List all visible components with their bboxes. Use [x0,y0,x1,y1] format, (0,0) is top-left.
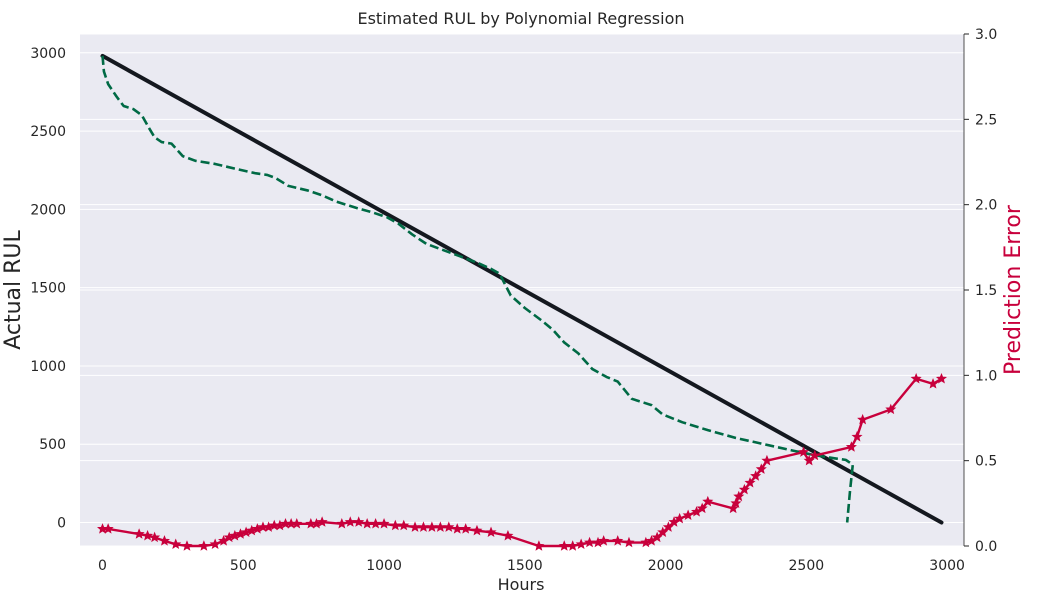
error-point-8 [198,540,210,551]
error-point-65 [727,502,739,514]
y-left-tick-label-5: 2500 [30,124,66,140]
error-point-27 [336,518,348,529]
error-point-61 [682,509,694,520]
error-point-72 [761,454,773,466]
error-point-79 [885,403,897,415]
error-point-71 [755,463,767,474]
error-point-76 [845,441,857,452]
y-left-tick-label-3: 1500 [30,281,66,297]
y-left-axis-ticks: 0 500 1000 1500 2000 2500 3000 [30,46,66,532]
error-point-52 [612,535,624,546]
y-left-tick-label-4: 2000 [30,202,66,218]
y-right-tick-label-4: 2.0 [975,198,997,214]
error-point-82 [935,372,947,384]
error-point-75 [809,449,821,461]
y-right-axis-label: Prediction Error [1001,204,1026,375]
y-left-tick-label-1: 500 [39,437,66,453]
error-point-80 [910,372,922,384]
y-left-tick-label-2: 1000 [30,359,66,375]
error-point-9 [209,538,221,549]
x-axis-ticks: 0 500 1000 1500 2000 2500 3000 [98,558,965,574]
error-point-51 [598,535,610,546]
error-point-60 [674,512,686,524]
error-point-67 [733,490,745,502]
error-point-44 [502,529,514,541]
y-right-tick-label-5: 2.5 [975,112,997,128]
y-left-tick-label-6: 3000 [30,46,66,62]
error-point-34 [398,519,410,531]
prediction-error-markers [97,372,947,551]
error-point-48 [575,538,587,549]
x-tick-label-1: 500 [230,558,257,574]
error-point-2 [133,528,145,539]
y-left-tick-label-0: 0 [57,516,66,532]
error-point-23 [291,518,303,529]
error-point-3 [142,529,154,541]
y-right-tick-label-3: 1.5 [975,283,997,299]
error-point-78 [857,413,869,425]
x-tick-label-4: 2000 [648,558,684,574]
y-right-tick-label-2: 1.0 [975,368,997,384]
error-point-4 [149,531,161,543]
y-right-axis-ticks: 0.0 0.5 1.0 1.5 2.0 2.5 3.0 [964,27,997,555]
error-point-39 [443,521,455,532]
error-point-43 [485,526,497,538]
error-point-47 [567,540,579,551]
x-tick-label-0: 0 [98,558,107,574]
error-point-66 [730,497,742,509]
error-point-29 [353,516,365,527]
error-point-42 [471,524,483,536]
error-point-63 [696,502,708,514]
chart-title: Estimated RUL by Polynomial Regression [357,9,684,28]
x-tick-label-3: 1500 [507,558,543,574]
error-point-68 [738,483,750,495]
error-point-6 [170,538,182,549]
error-point-26 [316,516,328,527]
x-tick-label-5: 2500 [789,558,825,574]
error-point-7 [181,540,193,551]
x-axis-label: Hours [498,575,545,594]
error-point-69 [744,477,756,488]
error-point-70 [750,470,762,481]
y-left-axis-label: Actual RUL [1,229,26,349]
error-point-64 [702,495,714,507]
error-point-77 [851,430,863,442]
y-right-tick-label-0: 0.0 [975,539,997,555]
actual-rul-line [100,53,944,525]
error-point-45 [533,540,545,551]
y-right-tick-label-1: 0.5 [975,454,997,470]
error-point-5 [158,535,170,546]
x-tick-label-6: 3000 [929,558,965,574]
error-point-81 [927,378,939,389]
error-point-73 [798,446,810,457]
y-right-tick-label-6: 3.0 [975,27,997,43]
error-point-1 [102,523,114,534]
error-point-53 [623,536,635,548]
series-layer [97,53,947,551]
error-point-41 [460,523,472,534]
error-point-32 [378,518,390,529]
x-tick-label-2: 1000 [366,558,402,574]
